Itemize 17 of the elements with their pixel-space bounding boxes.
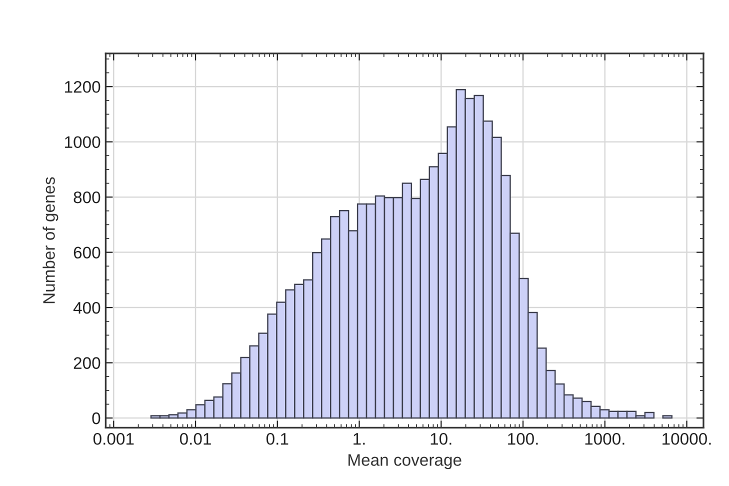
y-tick-label: 1200 bbox=[65, 81, 100, 93]
x-tick-label: 0.001 bbox=[93, 432, 134, 445]
y-tick-label: 1000 bbox=[65, 136, 100, 148]
x-tick-label: 1. bbox=[354, 433, 365, 445]
y-tick-label: 400 bbox=[73, 302, 100, 314]
y-tick-label: 0 bbox=[92, 412, 100, 424]
x-tick-label: 0.1 bbox=[266, 432, 288, 445]
x-tick-label: 10. bbox=[430, 432, 452, 445]
x-tick-label: 1000. bbox=[585, 432, 624, 445]
x-axis-title: Mean coverage bbox=[348, 454, 462, 470]
y-tick-label: 800 bbox=[74, 191, 100, 204]
y-tick-label: 600 bbox=[74, 246, 100, 259]
y-tick-label: 200 bbox=[74, 357, 100, 369]
x-tick-label: 100. bbox=[508, 432, 538, 445]
y-axis-title: Number of genes bbox=[42, 177, 58, 304]
x-tick-label: 0.01 bbox=[180, 432, 211, 445]
x-tick-label: 10000. bbox=[662, 432, 711, 445]
